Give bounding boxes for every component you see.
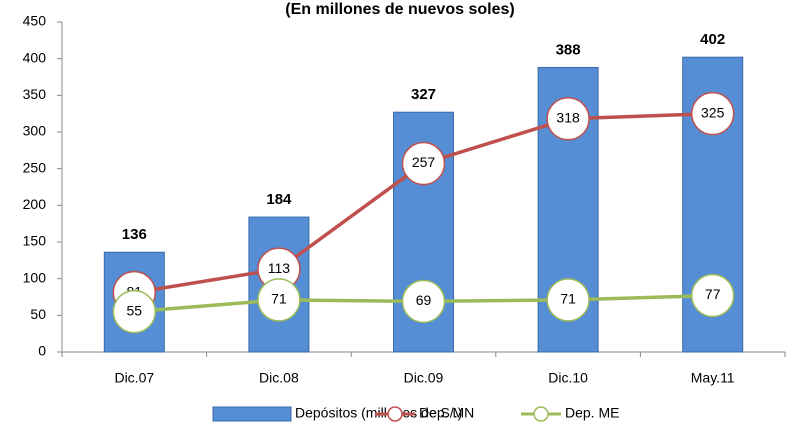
y-tick-label: 350 <box>23 86 47 102</box>
point-marker <box>401 141 446 186</box>
x-tick-label: Dic.10 <box>548 370 588 386</box>
y-tick-label: 50 <box>30 306 46 322</box>
point-value-label: 71 <box>560 291 576 307</box>
y-tick-label: 250 <box>23 159 47 175</box>
y-tick-label: 150 <box>23 233 47 249</box>
x-tick-label: Dic.07 <box>114 370 154 386</box>
point-value-label: 77 <box>705 286 721 302</box>
x-tick-label: Dic.09 <box>404 370 444 386</box>
point-value-label: 257 <box>412 154 436 170</box>
chart-title: (En millones de nuevos soles) <box>285 1 514 18</box>
y-tick-label: 300 <box>23 123 47 139</box>
x-tick-label: May.11 <box>691 370 735 386</box>
point-marker <box>401 279 446 324</box>
bar-value-label: 136 <box>122 226 147 243</box>
bar-value-label: 402 <box>700 31 725 48</box>
y-tick-label: 450 <box>23 13 47 29</box>
point-marker <box>546 97 590 141</box>
x-tick-label: Dic.08 <box>259 370 299 386</box>
y-tick-label: 400 <box>23 49 47 65</box>
point-value-label: 318 <box>556 110 580 126</box>
legend-label: Dep. MN <box>419 405 474 421</box>
point-marker <box>690 273 735 318</box>
point-marker <box>690 91 735 136</box>
bar-value-label: 184 <box>266 191 292 208</box>
point-marker <box>257 278 301 322</box>
point-value-label: 71 <box>271 291 287 307</box>
y-tick-label: 100 <box>23 269 47 285</box>
bar-value-label: 388 <box>556 41 581 58</box>
point-marker <box>112 289 157 334</box>
legend-marker <box>387 406 403 422</box>
legend-marker <box>533 406 549 422</box>
legend-swatch <box>212 406 292 422</box>
y-tick-label: 200 <box>23 196 47 212</box>
y-tick-label: 0 <box>38 343 46 359</box>
point-value-label: 55 <box>127 302 143 318</box>
point-value-label: 113 <box>268 260 291 276</box>
point-value-label: 325 <box>701 104 725 120</box>
point-value-label: 69 <box>416 292 432 308</box>
point-marker <box>546 278 590 322</box>
legend-label: Dep. ME <box>565 405 619 421</box>
bar-value-label: 327 <box>411 86 436 103</box>
